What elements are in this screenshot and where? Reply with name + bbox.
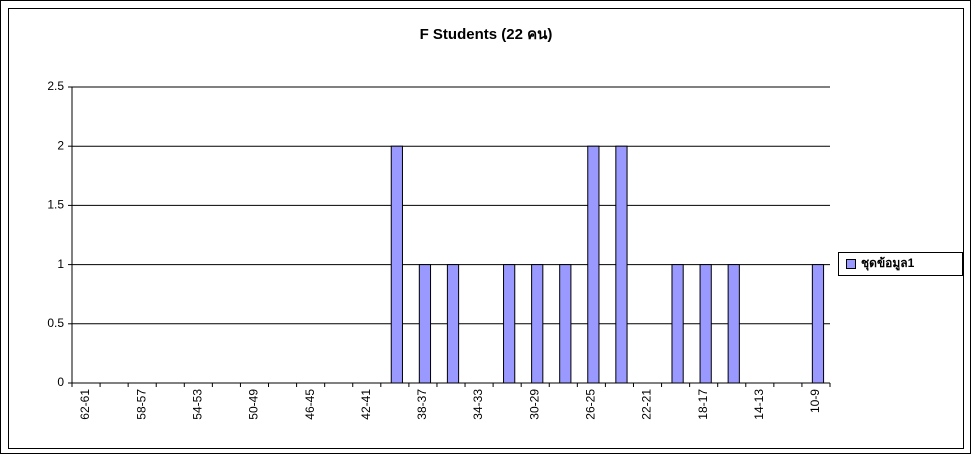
- x-tick-label: 46-45: [303, 389, 317, 420]
- x-tick-label: 18-17: [696, 389, 710, 420]
- bar: [811, 264, 825, 384]
- bar: [446, 264, 460, 384]
- y-tick-label: 0.5: [47, 316, 64, 330]
- x-tick-label: 30-29: [527, 389, 541, 420]
- x-tick-label: 14-13: [752, 389, 766, 420]
- x-tick-label: 42-41: [359, 389, 373, 420]
- legend-label: ชุดข้อมูล1: [861, 256, 915, 271]
- bar: [587, 145, 600, 384]
- legend-box: [838, 252, 963, 276]
- x-tick-label: 34-33: [471, 389, 485, 420]
- chart-frame: [8, 8, 964, 449]
- y-tick-label: 1.5: [47, 198, 64, 212]
- y-tick-label: 2.5: [47, 79, 64, 93]
- legend-swatch: [846, 259, 856, 269]
- y-tick-label: 1: [57, 257, 64, 271]
- y-tick-label: 0: [57, 375, 64, 389]
- bar: [559, 264, 572, 384]
- bar: [418, 264, 432, 384]
- x-tick-label: 38-37: [415, 389, 429, 420]
- x-tick-label: 26-25: [584, 389, 598, 420]
- bar: [699, 264, 712, 384]
- x-tick-label: 62-61: [78, 389, 92, 420]
- x-tick-label: 22-21: [640, 389, 654, 420]
- x-tick-label: 10-9: [808, 389, 822, 413]
- x-tick-label: 54-53: [191, 389, 205, 420]
- chart-title: F Students (22 คน): [420, 26, 553, 43]
- bar: [727, 264, 740, 384]
- bar: [503, 264, 516, 384]
- x-tick-label: 58-57: [134, 389, 148, 420]
- bar: [671, 264, 684, 384]
- bar: [390, 145, 403, 384]
- bar: [531, 264, 544, 384]
- x-tick-label: 50-49: [247, 389, 261, 420]
- y-tick-label: 2: [57, 138, 64, 152]
- bar: [615, 145, 628, 384]
- legend: ชุดข้อมูล1: [838, 252, 963, 276]
